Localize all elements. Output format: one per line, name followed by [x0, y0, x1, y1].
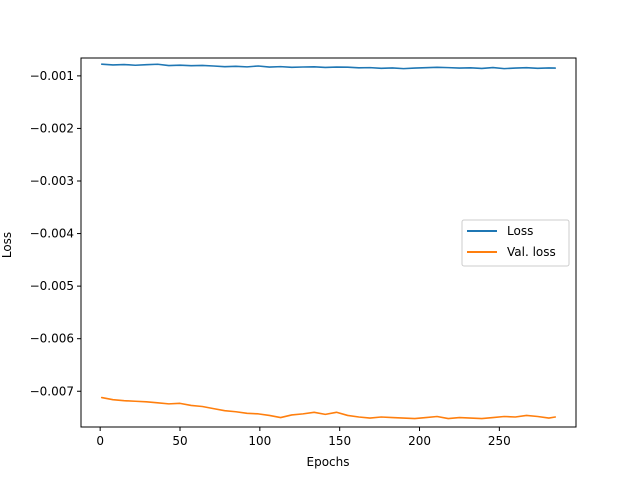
y-tick-label: −0.007: [30, 384, 74, 398]
y-tick-label: −0.002: [30, 121, 74, 135]
legend-label-loss: Loss: [507, 224, 533, 238]
legend-label-val-loss: Val. loss: [507, 245, 556, 259]
y-tick-label: −0.005: [30, 279, 74, 293]
y-tick-label: −0.003: [30, 174, 74, 188]
x-tick-label: 200: [408, 434, 431, 448]
series-line-loss: [100, 63, 557, 70]
y-axis-label: Loss: [0, 232, 14, 258]
y-tick-label: −0.001: [30, 69, 74, 83]
x-axis-label: Epochs: [307, 455, 350, 469]
y-tick-label: −0.006: [30, 332, 74, 346]
series-line-val-loss: [100, 396, 557, 420]
x-tick-label: 0: [96, 434, 104, 448]
series-layer: [100, 63, 557, 420]
x-tick-label: 250: [488, 434, 511, 448]
x-tick-label: 50: [172, 434, 187, 448]
x-tick-label: 150: [328, 434, 351, 448]
ticks-layer: 0 50 100 150 200 250 −0.001 −0.002 −0.003 −0.004 −…: [30, 69, 511, 448]
y-tick-label: −0.004: [30, 227, 74, 241]
legend: Loss Val. loss: [461, 219, 570, 267]
x-tick-label: 100: [248, 434, 271, 448]
